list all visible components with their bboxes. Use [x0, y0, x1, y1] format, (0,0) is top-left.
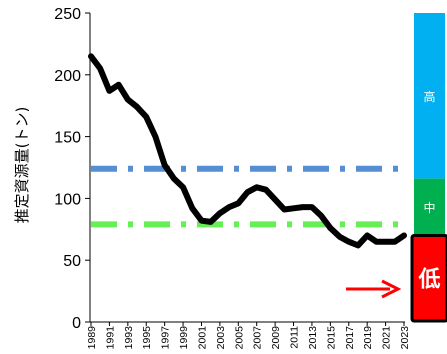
x-tick-label: 2017 [344, 326, 356, 350]
y-tick-label: 100 [54, 191, 81, 208]
x-tick-label: 2005 [233, 326, 245, 350]
y-axis-label: 推定資源量(トン) [13, 107, 31, 224]
zone-label: 中 [423, 200, 435, 215]
y-tick-label: 0 [72, 315, 81, 332]
reference-lines [91, 165, 405, 228]
zone-label: 高 [423, 89, 435, 104]
y-tick-label: 150 [54, 130, 81, 147]
x-tick-label: 2011 [289, 326, 301, 349]
x-tick-label: 2003 [215, 326, 227, 350]
y-tick-label: 50 [63, 253, 81, 270]
y-tick-label: 200 [54, 68, 81, 85]
x-tick-label: 2021 [381, 326, 393, 350]
x-tick-label: 2019 [362, 326, 374, 350]
x-tick-label: 1993 [123, 326, 135, 350]
x-tick-label: 1989 [86, 326, 98, 350]
x-tick-label: 1991 [104, 326, 116, 350]
series-line [88, 53, 407, 249]
x-tick-label: 2009 [270, 326, 282, 350]
y-tick-label: 250 [54, 6, 81, 23]
y-tick-labels: 0 50 100 150 200 250 [54, 6, 90, 332]
x-tick-label: 2023 [399, 326, 411, 350]
zone-label: 低 [417, 268, 440, 293]
x-tick-label: 2007 [252, 326, 264, 350]
stock-level-zones: 高中低 [410, 13, 447, 323]
zone-high [414, 13, 445, 179]
axes [89, 13, 405, 323]
x-tick-label: 2015 [325, 326, 337, 350]
x-tick-labels: 1989 1991 1993 1995 1997 1999 2001 2003 2005 2007… [86, 322, 411, 349]
current-level-arrow [346, 279, 402, 299]
zone-mid [414, 178, 445, 236]
x-tick-label: 2013 [307, 326, 319, 350]
x-tick-label: 1995 [141, 326, 153, 350]
x-tick-label: 1997 [160, 326, 172, 350]
arrow-head [381, 279, 402, 299]
series-lines [88, 53, 407, 249]
x-tick-label: 1999 [178, 326, 190, 350]
x-tick-label: 2001 [196, 326, 208, 350]
zone-low [410, 233, 447, 323]
